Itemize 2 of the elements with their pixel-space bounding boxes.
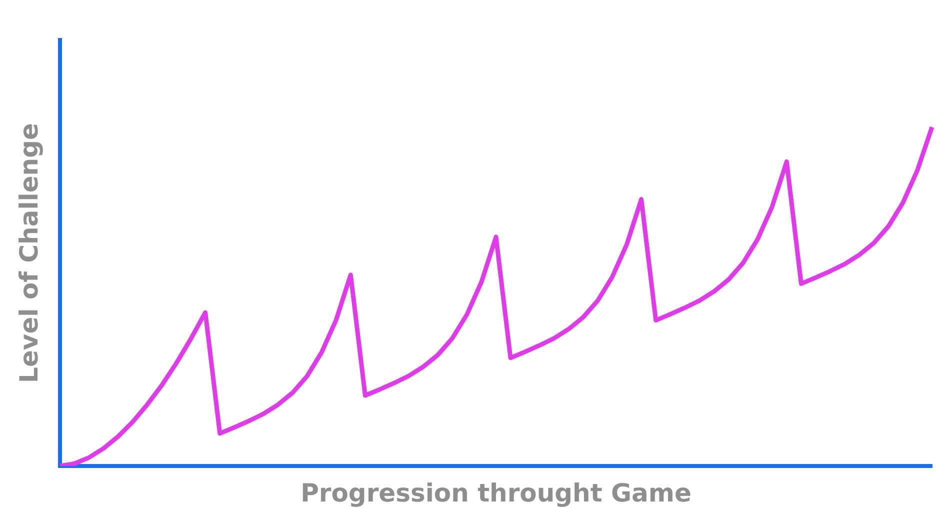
x-axis-title: Progression throught Game xyxy=(300,478,692,508)
y-axis-title: Level of Challenge xyxy=(14,123,44,383)
